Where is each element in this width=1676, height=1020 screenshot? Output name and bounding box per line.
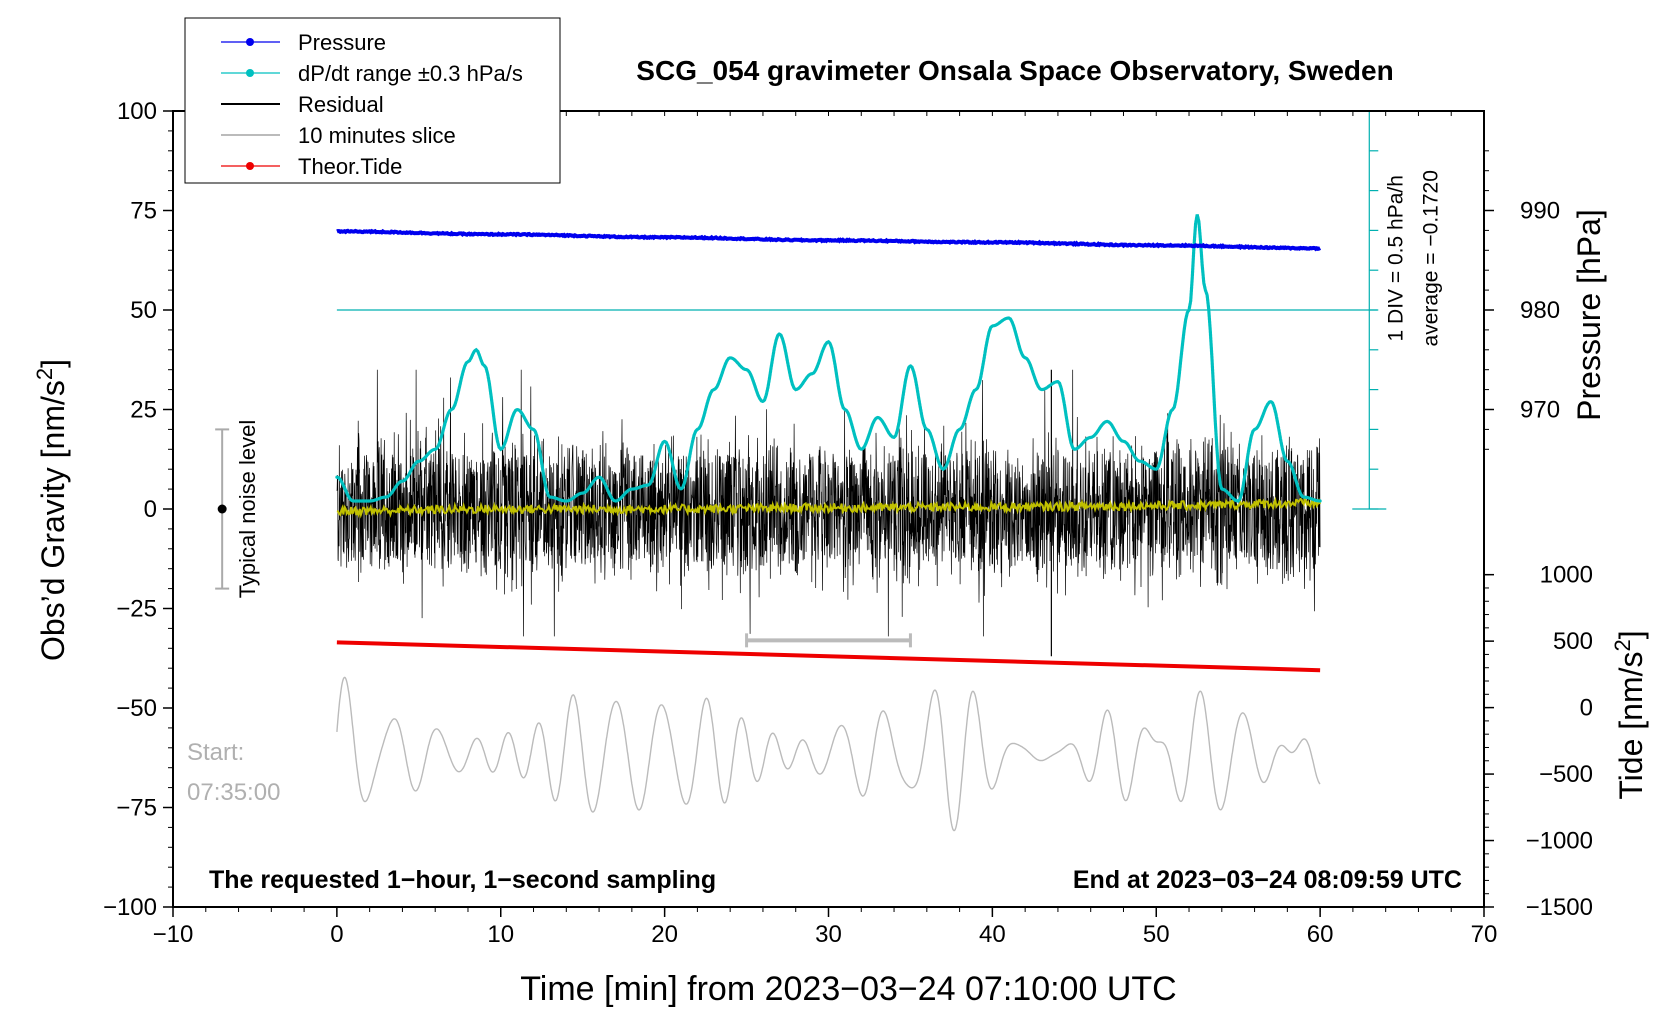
- x-tick-label: 0: [330, 921, 343, 948]
- y-tick-label: 100: [117, 98, 157, 125]
- end-time-note: End at 2023−03−24 08:09:59 UTC: [1073, 866, 1462, 894]
- pressure-scale-div-label: 1 DIV = 0.5 hPa/h: [1384, 175, 1407, 341]
- tide-tick-label: −500: [1539, 761, 1593, 788]
- series-residual-smoothed: [336, 495, 1322, 519]
- legend: Pressure dP/dt range ±0.3 hPa/s Residual 10…: [184, 17, 561, 184]
- x-tick-label: 20: [651, 921, 678, 948]
- y-tick-label: −100: [103, 894, 157, 921]
- series-theor-tide: [336, 640, 1321, 673]
- legend-entry-label: dP/dt range ±0.3 hPa/s: [298, 61, 523, 86]
- axes-layer: −10 0 10 20 30 40 50 60 701007550250−25−50−75−10…: [103, 98, 1593, 948]
- y-tick-label: −25: [116, 596, 157, 623]
- x-axis-label: Time [min] from 2023−03−24 07:10:00 UTC: [520, 970, 1176, 1008]
- pressure-tick-label: 970: [1520, 397, 1560, 424]
- series-residual: [336, 369, 1321, 637]
- x-tick-label: 60: [1307, 921, 1334, 948]
- legend-box: [184, 17, 561, 184]
- y-tick-label: −75: [116, 795, 157, 822]
- pressure-scale-average-label: average = −0.1720: [1419, 170, 1442, 346]
- y-tick-label: 75: [130, 198, 157, 225]
- chart-title: SCG_054 gravimeter Onsala Space Observat…: [636, 55, 1393, 86]
- legend-swatch-marker: [246, 69, 254, 77]
- legend-entry-label: Residual: [298, 92, 384, 117]
- plot-data-layer: [215, 110, 1387, 832]
- series-dpdt-range: [335, 214, 1322, 503]
- x-tick-label: 40: [979, 921, 1006, 948]
- x-tick-label: −10: [153, 921, 194, 948]
- x-tick-label: 30: [815, 921, 842, 948]
- text-layer: Typical noise level 1 DIV = 0.5 hPa/h aver…: [32, 55, 1649, 1008]
- legend-entry-label: 10 minutes slice: [298, 123, 456, 148]
- x-tick-label: 50: [1143, 921, 1170, 948]
- pressure-tick-label: 980: [1520, 297, 1560, 324]
- y-axis-label-pressure: Pressure [hPa]: [1571, 209, 1607, 421]
- y-axis-label-tide: Tide [nm/s2]: [1610, 630, 1649, 799]
- x-tick-label: 10: [487, 921, 514, 948]
- start-label: Start:: [187, 739, 244, 766]
- pressure-tick-label: 990: [1520, 198, 1560, 225]
- noise-bar-center-dot: [217, 504, 227, 514]
- y-tick-label: 50: [130, 297, 157, 324]
- legend-swatch-marker: [246, 38, 254, 46]
- y-tick-label: −50: [116, 695, 157, 722]
- legend-swatch-marker: [246, 162, 254, 170]
- tide-tick-label: 500: [1553, 628, 1593, 655]
- y-axis-label-gravity: Obs’d Gravity [nm/s2]: [32, 359, 71, 661]
- tide-tick-label: 0: [1580, 695, 1593, 722]
- legend-entry-label: Theor.Tide: [298, 154, 402, 179]
- series-10-minutes-slice: [336, 676, 1321, 832]
- tide-tick-label: 1000: [1540, 562, 1593, 589]
- sampling-note: The requested 1−hour, 1−second sampling: [209, 866, 716, 894]
- legend-entry-label: Pressure: [298, 30, 386, 55]
- noise-bar-label: Typical noise level: [235, 420, 260, 599]
- y-tick-label: 25: [130, 397, 157, 424]
- tide-tick-label: −1500: [1526, 894, 1593, 921]
- y-tick-label: 0: [144, 496, 157, 523]
- start-time-label: 07:35:00: [187, 779, 280, 806]
- x-tick-label: 70: [1471, 921, 1498, 948]
- series-pressure: [336, 228, 1322, 252]
- tide-tick-label: −1000: [1526, 828, 1593, 855]
